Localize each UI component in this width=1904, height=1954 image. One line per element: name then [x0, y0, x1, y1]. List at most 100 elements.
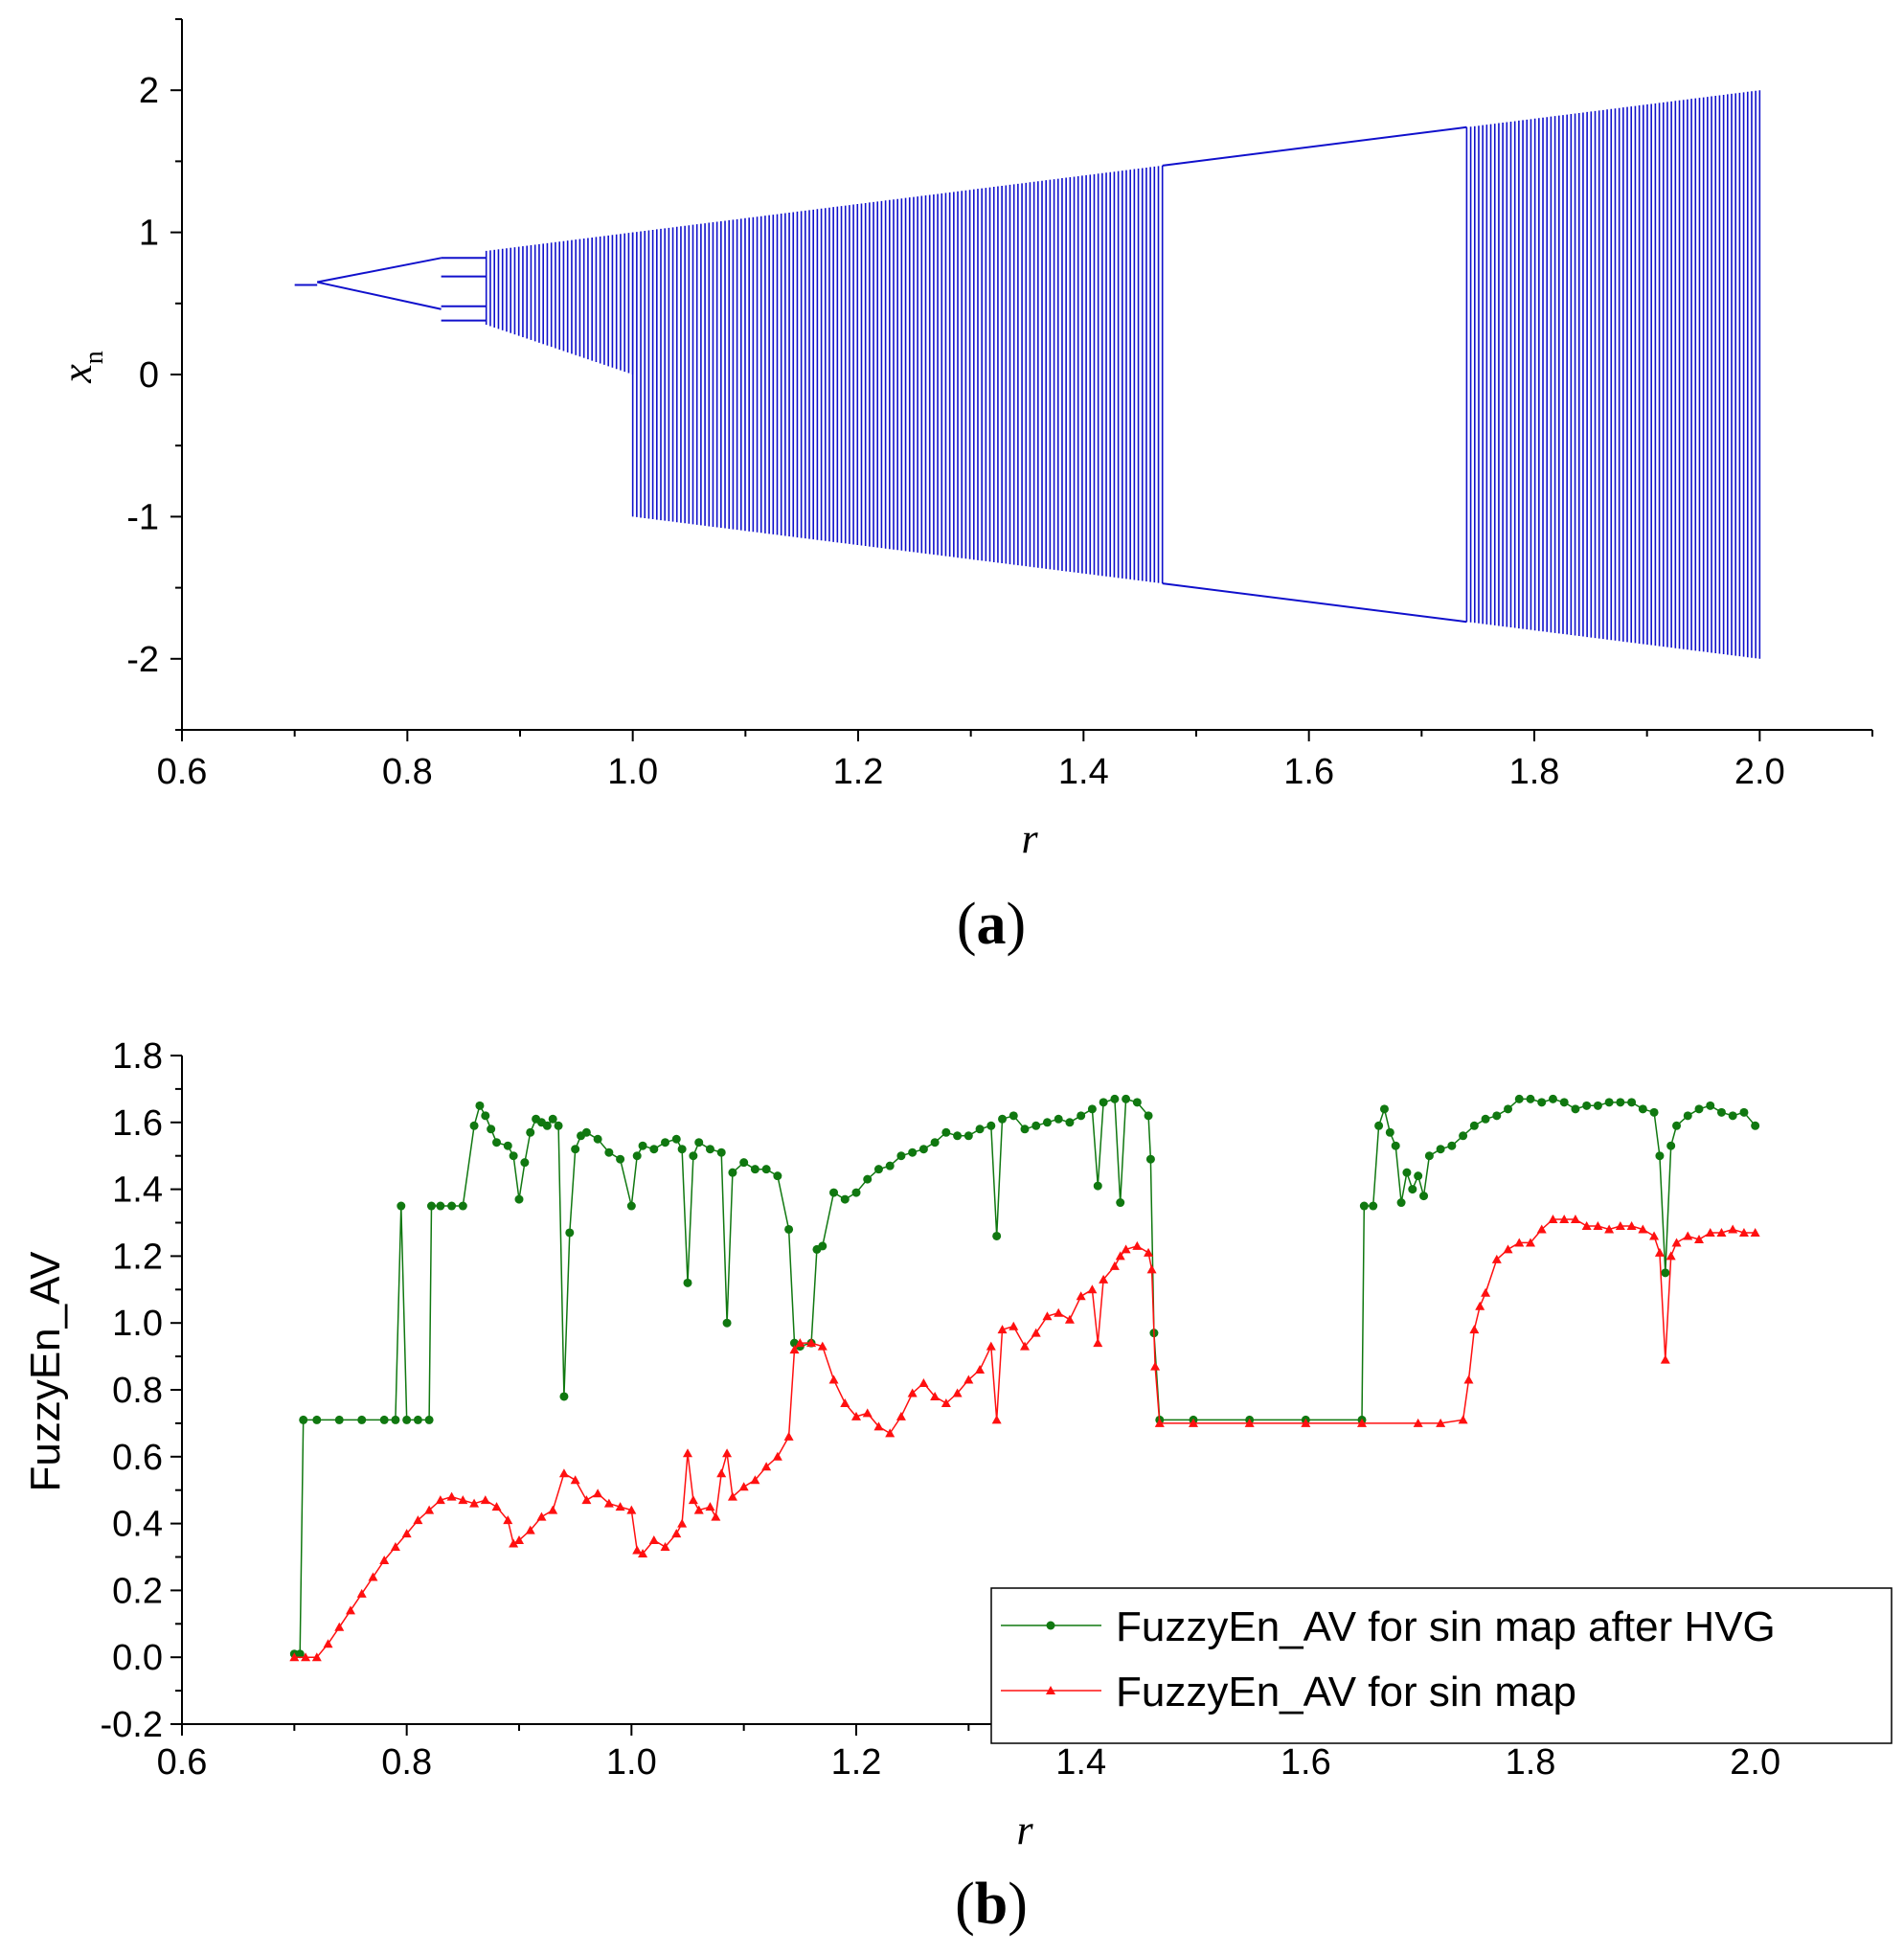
panel-b-y-tick-label: 0.2 [112, 1571, 163, 1611]
data-point [784, 1224, 794, 1234]
data-point [1514, 1238, 1525, 1247]
panel-a-x-tick-label: 2.0 [1734, 752, 1785, 792]
data-point [1615, 1220, 1625, 1230]
data-point [1054, 1114, 1063, 1124]
panel-b-fuzzy-entropy: 0.6 0.8 1.0 1.2 1.4 1.6 1.8 2.0 -0.2 0.0 0.2 0.4 0.… [22, 1036, 1893, 1937]
data-point [918, 1145, 928, 1154]
data-point [930, 1138, 940, 1147]
data-point [1414, 1171, 1423, 1181]
data-point [397, 1201, 406, 1211]
panel-a-y-tick-label: -1 [126, 497, 159, 537]
data-point [1666, 1251, 1676, 1261]
data-point [705, 1145, 714, 1154]
data-point [716, 1147, 726, 1157]
data-point [475, 1101, 485, 1110]
data-point [491, 1502, 502, 1511]
data-point [952, 1388, 963, 1397]
data-point [908, 1147, 918, 1157]
panel-b-y-tick-label: 0.8 [112, 1371, 163, 1411]
data-point [1570, 1215, 1580, 1224]
data-point [1458, 1415, 1468, 1424]
panel-a-x-tick-label: 0.8 [382, 752, 433, 792]
data-point [413, 1515, 423, 1525]
panel-a-y-tick-label: 0 [139, 355, 159, 396]
data-point [761, 1165, 771, 1174]
data-point [458, 1495, 468, 1505]
data-point [1042, 1311, 1053, 1321]
data-point [1447, 1141, 1457, 1150]
data-point [783, 1431, 794, 1441]
data-point [542, 1121, 552, 1130]
data-point [649, 1145, 659, 1154]
data-point [986, 1341, 996, 1351]
data-point [671, 1134, 681, 1144]
data-point [693, 1505, 704, 1514]
bifurcation-branch [1162, 582, 1467, 624]
data-point [1077, 1111, 1086, 1121]
panel-a-y-axis-label: xn [54, 351, 109, 384]
data-point [357, 1415, 367, 1424]
data-point [1042, 1118, 1052, 1127]
data-point [1536, 1224, 1547, 1234]
data-point [1374, 1121, 1384, 1130]
data-point [1189, 1418, 1198, 1427]
data-point [1419, 1192, 1429, 1201]
panel-a-x-tick-label: 0.6 [157, 752, 208, 792]
panel-b-y-tick-label: 0.4 [112, 1505, 163, 1545]
data-point [997, 1325, 1008, 1334]
panel-b-x-tick-label: 0.8 [381, 1742, 432, 1783]
data-point [1672, 1121, 1682, 1130]
data-point [1649, 1107, 1659, 1117]
data-point [1379, 1104, 1389, 1114]
bifurcation-branch [317, 257, 442, 284]
data-point [1649, 1231, 1660, 1240]
data-point [311, 1652, 322, 1662]
data-point [873, 1165, 883, 1174]
data-point [851, 1411, 861, 1420]
data-point [722, 1318, 732, 1328]
data-point [424, 1505, 435, 1514]
data-point [773, 1171, 782, 1181]
data-point [963, 1131, 973, 1141]
panel-a-x-tick-label: 1.8 [1509, 752, 1560, 792]
data-point [851, 1188, 861, 1197]
data-point [1481, 1287, 1491, 1297]
data-point [1683, 1231, 1693, 1240]
data-point [334, 1415, 344, 1424]
legend-marker-sin [1046, 1686, 1055, 1694]
data-point [1660, 1354, 1670, 1364]
data-point [1359, 1201, 1369, 1211]
legend-label-hvg: FuzzyEn_AV for sin map after HVG [1116, 1603, 1776, 1650]
data-point [1627, 1098, 1637, 1107]
data-point [660, 1542, 670, 1552]
data-point [295, 1649, 305, 1659]
data-point [1099, 1098, 1108, 1107]
data-point [334, 1622, 345, 1631]
data-point [941, 1397, 951, 1407]
data-point [688, 1495, 698, 1505]
data-point [1154, 1418, 1165, 1427]
bifurcation-regime-chaotic [631, 165, 1164, 584]
data-point [391, 1415, 400, 1424]
data-point [648, 1535, 659, 1545]
data-point [368, 1572, 378, 1581]
panel-a-y-ticks: -2 -1 0 1 2 [126, 18, 182, 731]
data-point [536, 1511, 547, 1521]
bifurcation-branch [1162, 125, 1467, 167]
panel-a-y-tick-label: 1 [139, 214, 159, 254]
data-point [1009, 1321, 1019, 1330]
series-hvg [289, 1094, 1760, 1659]
panel-b-series [289, 1094, 1760, 1662]
data-point [1492, 1111, 1502, 1121]
data-point [1559, 1098, 1569, 1107]
data-point [998, 1114, 1008, 1124]
data-point [772, 1451, 782, 1461]
data-point [671, 1529, 682, 1538]
panel-b-x-tick-label: 1.4 [1055, 1742, 1106, 1783]
data-point [863, 1174, 873, 1184]
data-point [1655, 1151, 1665, 1161]
data-point [727, 1491, 737, 1501]
panel-a-caption: (a) [957, 892, 1026, 957]
data-point [992, 1231, 1002, 1240]
